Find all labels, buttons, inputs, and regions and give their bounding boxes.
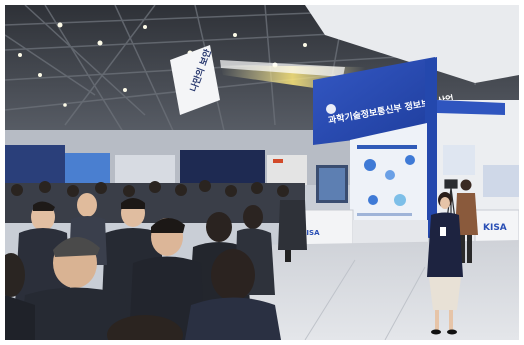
booth-blue-pillar [425,57,437,240]
ceiling-panel [305,5,519,83]
booth-counter [474,209,519,243]
far-booth-left [5,145,65,185]
far-booth-center [115,155,175,185]
crowd [5,180,307,340]
booth-logo: KISA [483,223,507,233]
presenter [427,192,463,335]
booth-blue-top-right [437,100,505,115]
far-booth-screen [65,153,110,185]
photo-scene: 나만의 보안 과학기술정보통신부 정보보호산업 KISA KISA [5,5,519,340]
booth-display-right [483,165,519,197]
booth-poster-graphics [357,145,417,216]
booth-blue-header [313,57,435,145]
booth-counter-logo: KISA [301,229,320,237]
person-brown-jacket [455,179,478,263]
exhibition-photo: 나만의 보안 과학기술정보통신부 정보보호산업 KISA KISA [5,5,519,340]
hanging-sign [170,45,220,115]
